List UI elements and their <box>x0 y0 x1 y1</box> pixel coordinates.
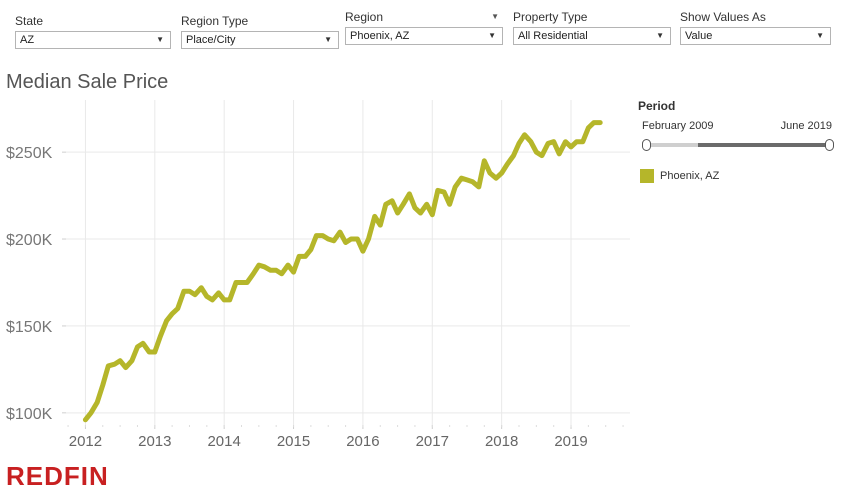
region-type-select[interactable]: Place/City ▼ <box>181 31 339 49</box>
state-filter-label: State <box>15 14 44 28</box>
x-tick-label: 2015 <box>277 433 310 450</box>
show-values-as-filter: Show Values As Value ▼ <box>680 9 831 45</box>
period-start-handle[interactable] <box>642 139 651 151</box>
legend: Phoenix, AZ <box>640 169 719 183</box>
show-values-as-select-value: Value <box>685 30 713 42</box>
region-filter-label: Region <box>345 10 384 24</box>
chevron-down-icon: ▼ <box>816 31 824 40</box>
region-select[interactable]: Phoenix, AZ ▼ <box>345 27 503 45</box>
x-tick-label: 2017 <box>416 433 449 450</box>
property-type-filter-label: Property Type <box>513 10 588 24</box>
x-tick-label: 2012 <box>69 433 102 450</box>
chevron-down-icon: ▼ <box>324 35 332 44</box>
x-tick-label: 2019 <box>554 433 587 450</box>
period-title: Period <box>638 99 676 113</box>
period-end-label: June 2019 <box>780 120 832 132</box>
period-slider-range <box>698 143 829 147</box>
series-line-phoenix <box>82 120 603 423</box>
legend-swatch <box>640 169 654 183</box>
chart-title: Median Sale Price <box>6 71 169 93</box>
y-tick-label: $250K <box>6 145 53 162</box>
region-type-filter-label: Region Type <box>181 14 249 28</box>
x-tick-label: 2014 <box>207 433 240 450</box>
region-filter: Region ▼ Phoenix, AZ ▼ <box>345 9 503 45</box>
region-select-value: Phoenix, AZ <box>350 30 410 42</box>
x-tick-label: 2018 <box>485 433 518 450</box>
y-tick-label: $100K <box>6 406 53 423</box>
property-type-select-value: All Residential <box>518 30 588 42</box>
chevron-down-icon: ▼ <box>156 35 164 44</box>
x-tick-label: 2013 <box>138 433 171 450</box>
period-end-handle[interactable] <box>825 139 834 151</box>
region-filter-header: Region ▼ <box>345 9 503 25</box>
property-type-filter: Property Type All Residential ▼ <box>513 9 671 45</box>
chevron-down-icon: ▼ <box>656 31 664 40</box>
property-type-select[interactable]: All Residential ▼ <box>513 27 671 45</box>
state-select[interactable]: AZ ▼ <box>15 31 171 49</box>
state-filter: State AZ ▼ <box>15 13 171 49</box>
chevron-down-icon: ▼ <box>488 31 496 40</box>
redfin-logo: REDFIN <box>6 461 109 491</box>
x-tick-label: 2016 <box>346 433 379 450</box>
region-filter-menu-icon[interactable]: ▼ <box>491 12 499 21</box>
legend-label: Phoenix, AZ <box>660 170 720 182</box>
region-type-select-value: Place/City <box>186 34 236 46</box>
y-tick-label: $200K <box>6 232 53 249</box>
state-select-value: AZ <box>20 34 35 46</box>
y-tick-label: $150K <box>6 319 53 336</box>
show-values-as-select[interactable]: Value ▼ <box>680 27 831 45</box>
show-values-as-filter-label: Show Values As <box>680 10 766 24</box>
period-start-label: February 2009 <box>642 120 714 132</box>
region-type-filter: Region Type Place/City ▼ <box>181 13 339 49</box>
